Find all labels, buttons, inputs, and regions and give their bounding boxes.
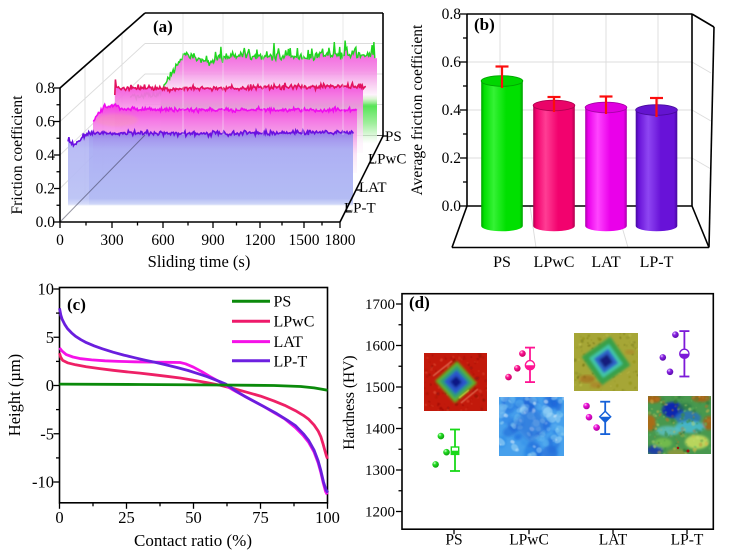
svg-text:LP-T: LP-T xyxy=(640,254,674,271)
svg-text:900: 900 xyxy=(201,232,225,249)
svg-text:0.6: 0.6 xyxy=(442,54,462,71)
svg-text:LAT: LAT xyxy=(591,254,621,271)
svg-text:PS: PS xyxy=(493,254,511,271)
svg-text:Contact ratio (%): Contact ratio (%) xyxy=(134,531,252,550)
svg-text:PS: PS xyxy=(385,129,402,145)
svg-text:LP-T: LP-T xyxy=(274,353,308,370)
svg-text:10: 10 xyxy=(38,280,55,299)
svg-text:0.8: 0.8 xyxy=(36,80,56,97)
svg-text:0.4: 0.4 xyxy=(442,102,462,119)
svg-text:Height (µm): Height (µm) xyxy=(5,354,24,436)
svg-text:LP-T: LP-T xyxy=(344,201,376,217)
svg-text:300: 300 xyxy=(100,232,124,249)
svg-text:(b): (b) xyxy=(474,15,495,34)
svg-text:0.2: 0.2 xyxy=(442,150,461,167)
svg-text:1400: 1400 xyxy=(365,422,395,438)
svg-text:1600: 1600 xyxy=(365,339,395,355)
svg-text:1200: 1200 xyxy=(365,505,395,521)
svg-text:1700: 1700 xyxy=(365,297,395,313)
svg-text:0.6: 0.6 xyxy=(36,114,56,131)
svg-text:0.0: 0.0 xyxy=(442,198,462,215)
svg-text:Sliding time (s): Sliding time (s) xyxy=(148,252,251,271)
svg-text:0.8: 0.8 xyxy=(442,6,462,23)
svg-text:5: 5 xyxy=(46,328,54,347)
svg-text:0: 0 xyxy=(55,508,63,527)
svg-text:-5: -5 xyxy=(40,424,54,443)
svg-text:(c): (c) xyxy=(67,295,86,314)
svg-text:(a): (a) xyxy=(153,17,173,36)
svg-text:100: 100 xyxy=(315,508,340,527)
svg-text:LAT: LAT xyxy=(599,532,628,549)
svg-text:PS: PS xyxy=(274,294,292,311)
svg-text:50: 50 xyxy=(185,508,202,527)
svg-text:Average friction coefficient: Average friction coefficient xyxy=(409,24,426,195)
svg-text:LAT: LAT xyxy=(274,334,304,351)
svg-text:25: 25 xyxy=(118,508,135,527)
svg-text:0: 0 xyxy=(56,232,64,249)
svg-text:600: 600 xyxy=(151,232,175,249)
svg-text:0: 0 xyxy=(46,376,54,395)
svg-text:LPwC: LPwC xyxy=(274,314,315,331)
svg-text:LP-T: LP-T xyxy=(671,532,704,549)
svg-text:0.0: 0.0 xyxy=(36,214,56,231)
svg-text:Friction coefficient: Friction coefficient xyxy=(9,95,26,215)
svg-text:LAT: LAT xyxy=(359,180,387,196)
svg-text:1200: 1200 xyxy=(245,232,276,249)
svg-text:(d): (d) xyxy=(409,293,430,312)
svg-text:LPwC: LPwC xyxy=(534,254,575,271)
svg-text:0.2: 0.2 xyxy=(36,181,55,198)
svg-text:-10: -10 xyxy=(32,473,54,492)
svg-text:Hardness (HV): Hardness (HV) xyxy=(341,355,358,449)
svg-text:1300: 1300 xyxy=(365,463,395,479)
svg-text:LPwC: LPwC xyxy=(509,532,549,549)
svg-text:75: 75 xyxy=(252,508,269,527)
svg-text:1800: 1800 xyxy=(325,232,356,249)
svg-text:PS: PS xyxy=(445,532,462,549)
svg-text:1500: 1500 xyxy=(365,380,395,396)
svg-text:1500: 1500 xyxy=(289,232,320,249)
svg-text:0.4: 0.4 xyxy=(36,147,56,164)
svg-text:LPwC: LPwC xyxy=(368,152,406,168)
